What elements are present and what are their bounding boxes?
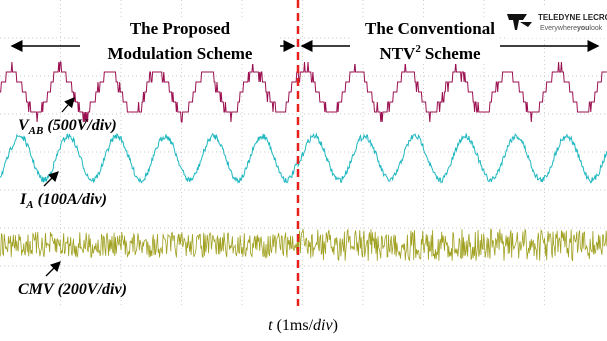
text: CMV — [18, 281, 55, 298]
text: Everywhere — [540, 25, 577, 32]
text: look — [589, 25, 602, 32]
left-title: Modulation Scheme — [108, 44, 253, 63]
superscript: 2 — [415, 43, 421, 55]
subscript: AB — [28, 125, 44, 137]
text: ) — [333, 317, 338, 334]
text: div — [313, 317, 333, 334]
text: NTV — [379, 44, 416, 63]
right-title: The Conventional — [365, 19, 495, 38]
logo-tagline: Everywhereyoulook — [540, 25, 603, 32]
ia-label: IA(100A/div) — [19, 191, 107, 211]
waveform — [0, 62, 607, 122]
text: (200V/div) — [58, 281, 127, 298]
pointer-arrow — [62, 98, 74, 112]
text: t — [268, 317, 273, 334]
text: (100A/div) — [38, 191, 107, 208]
logo-brand: TELEDYNE LECROY — [538, 13, 607, 22]
left-title: The Proposed — [130, 19, 231, 38]
text: you — [577, 25, 589, 32]
waveform — [0, 134, 607, 183]
pointer-arrow — [46, 262, 60, 276]
text: (500V/div) — [47, 117, 116, 134]
logo: TELEDYNE LECROY Everywhereyoulook — [505, 8, 607, 38]
waveform — [0, 229, 607, 261]
text: (1ms/ — [277, 317, 314, 334]
waveforms — [0, 62, 607, 261]
subscript: A — [25, 199, 33, 211]
cmv-label: CMV(200V/div) — [18, 281, 127, 298]
text: Scheme — [425, 44, 481, 63]
figure: The Proposed Modulation Scheme The Conve… — [0, 0, 607, 341]
time-axis-label: t(1ms/div) — [268, 317, 338, 334]
right-title: NTV2 Scheme — [379, 43, 481, 63]
